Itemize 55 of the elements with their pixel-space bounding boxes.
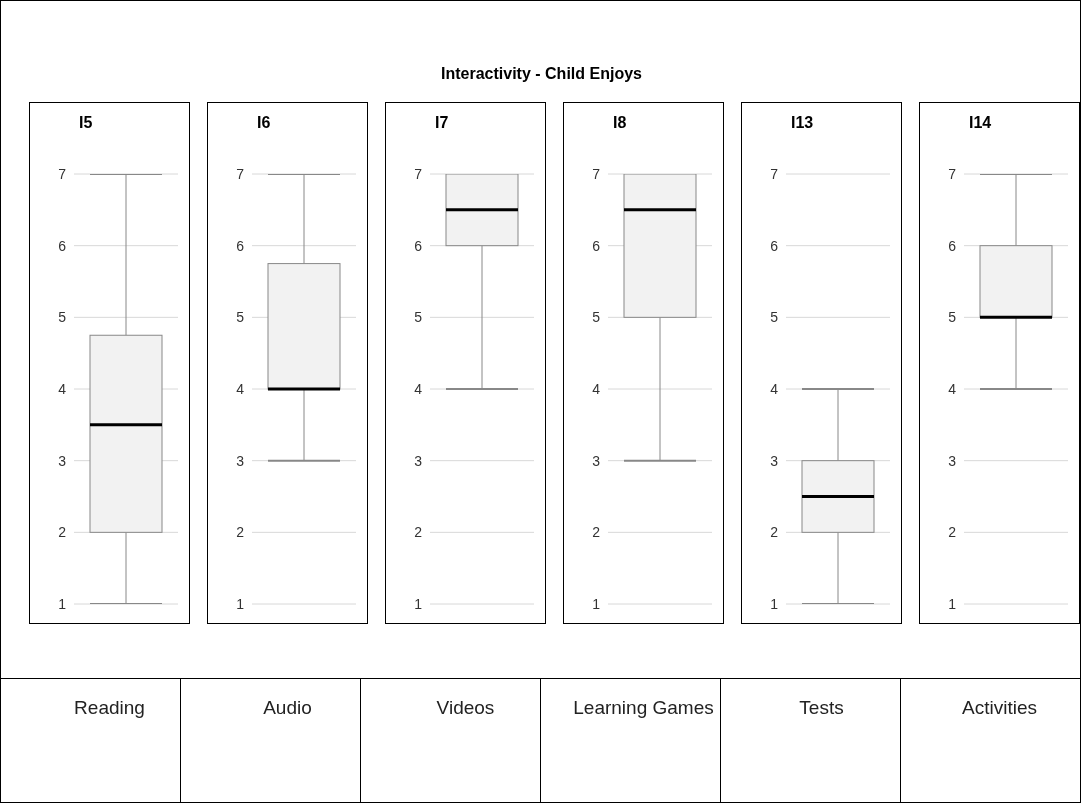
y-tick-label: 7: [770, 165, 779, 182]
y-tick-label: 5: [236, 309, 245, 326]
x-tick-label: Audio: [263, 697, 312, 718]
y-tick-label: 5: [592, 309, 601, 326]
chart-title: I14: [969, 114, 992, 132]
y-tick-label: 3: [592, 452, 601, 469]
y-tick-label: 4: [592, 380, 601, 397]
chart-title: I5: [79, 114, 93, 132]
y-tick-label: 7: [948, 165, 957, 182]
chart-title: I13: [791, 114, 814, 132]
y-tick-label: 5: [948, 309, 957, 326]
y-tick-label: 5: [770, 309, 779, 326]
y-tick-label: 7: [58, 165, 67, 182]
y-tick-label: 2: [236, 524, 245, 541]
x-tick-label: Tests: [799, 697, 844, 718]
y-tick-label: 7: [236, 165, 245, 182]
y-tick-label: 4: [770, 380, 779, 397]
x-tick-label: Activities: [962, 697, 1037, 718]
y-tick-label: 4: [236, 380, 245, 397]
y-tick-label: 1: [236, 595, 245, 612]
x-tick-label: Videos: [436, 697, 495, 718]
y-tick-label: 6: [58, 237, 67, 254]
y-tick-label: 2: [414, 524, 423, 541]
y-tick-label: 5: [414, 309, 423, 326]
y-tick-label: 1: [414, 595, 423, 612]
x-tick-label: Learning Games: [573, 697, 714, 718]
text: Interactivity - Child Enjoys: [440, 65, 643, 83]
y-tick-label: 6: [414, 237, 423, 254]
chart-title: I7: [435, 114, 449, 132]
y-tick-label: 5: [58, 309, 67, 326]
y-tick-label: 4: [414, 380, 423, 397]
y-tick-label: 1: [948, 595, 957, 612]
y-tick-label: 7: [592, 165, 601, 182]
y-tick-label: 6: [770, 237, 779, 254]
y-tick-label: 3: [770, 452, 779, 469]
y-tick-label: 6: [592, 237, 601, 254]
x-tick-label: Reading: [74, 697, 145, 718]
chart-title: I8: [613, 114, 627, 132]
y-tick-label: 7: [414, 165, 423, 182]
y-tick-label: 2: [592, 524, 601, 541]
y-tick-label: 6: [948, 237, 957, 254]
y-tick-label: 3: [236, 452, 245, 469]
y-tick-label: 2: [770, 524, 779, 541]
y-tick-label: 6: [236, 237, 245, 254]
y-tick-label: 3: [948, 452, 957, 469]
y-tick-label: 3: [414, 452, 423, 469]
y-tick-label: 4: [58, 380, 67, 397]
y-tick-label: 2: [948, 524, 957, 541]
y-tick-label: 1: [592, 595, 601, 612]
chart-title: I6: [257, 114, 271, 132]
y-tick-label: 1: [770, 595, 779, 612]
y-tick-label: 1: [58, 595, 67, 612]
y-tick-label: 3: [58, 452, 67, 469]
y-tick-label: 2: [58, 524, 67, 541]
y-tick-label: 4: [948, 380, 957, 397]
